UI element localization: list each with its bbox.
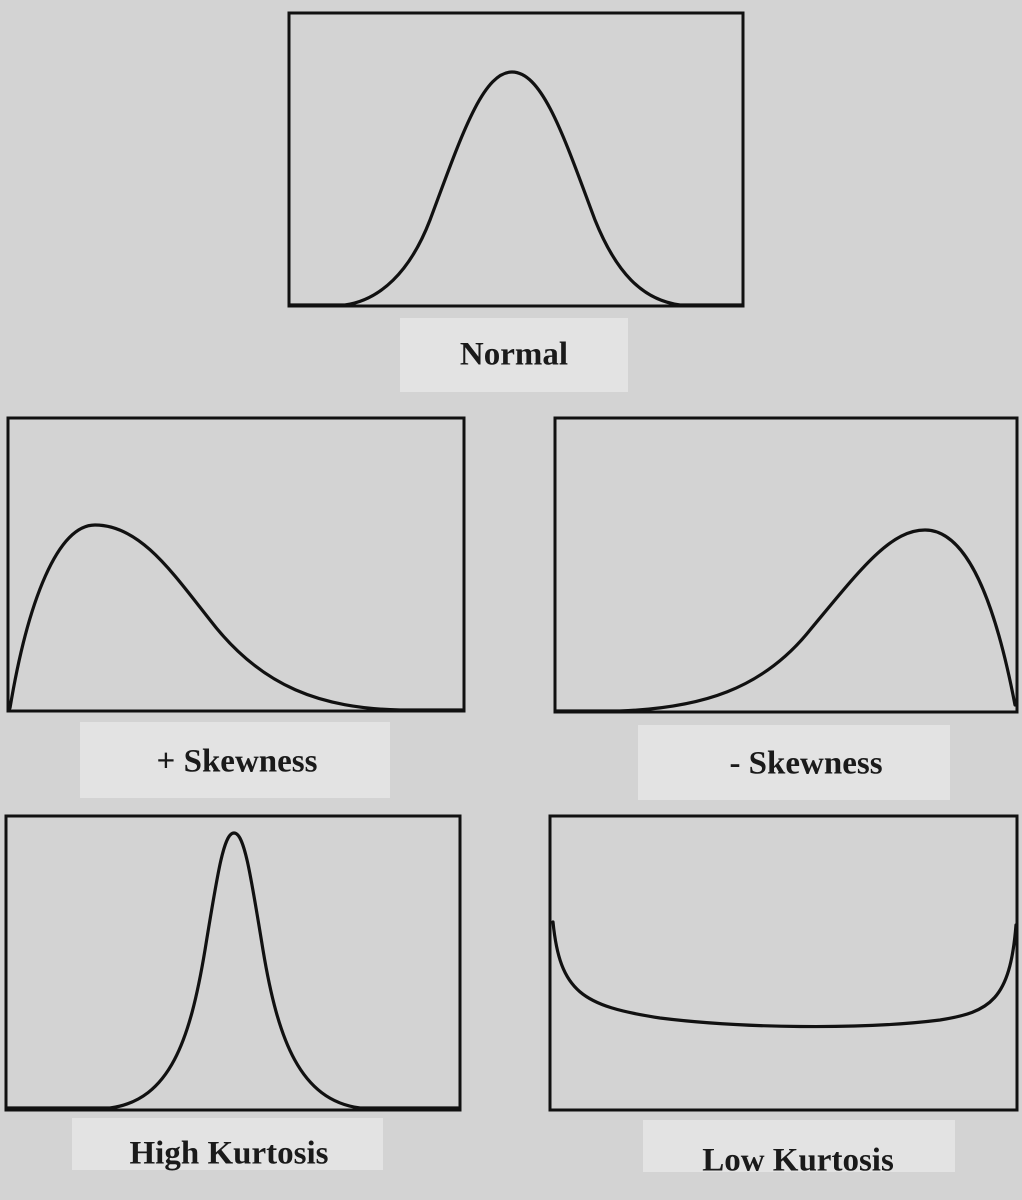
panel-frame [287, 11, 745, 308]
panel-label: - Skewness [729, 746, 882, 782]
panel-frame [6, 416, 466, 713]
high-kurtosis-curve [6, 831, 460, 1110]
panel-frame [553, 416, 1019, 714]
label-box [80, 722, 390, 798]
panel-label: Normal [460, 337, 568, 373]
panel-frame [548, 814, 1019, 1112]
normal-curve [288, 70, 744, 307]
label-box [72, 1118, 383, 1170]
panel-label: Low Kurtosis [702, 1143, 894, 1179]
label-box [638, 725, 950, 800]
panel-frame [4, 814, 462, 1112]
panel-label: + Skewness [157, 744, 318, 780]
low-kurtosis-curve [551, 920, 1018, 1029]
label-box [400, 318, 628, 392]
label-box [643, 1120, 955, 1172]
negative-skew-curve [555, 528, 1017, 713]
positive-skew-curve [8, 523, 464, 712]
panel-label: High Kurtosis [130, 1136, 329, 1172]
